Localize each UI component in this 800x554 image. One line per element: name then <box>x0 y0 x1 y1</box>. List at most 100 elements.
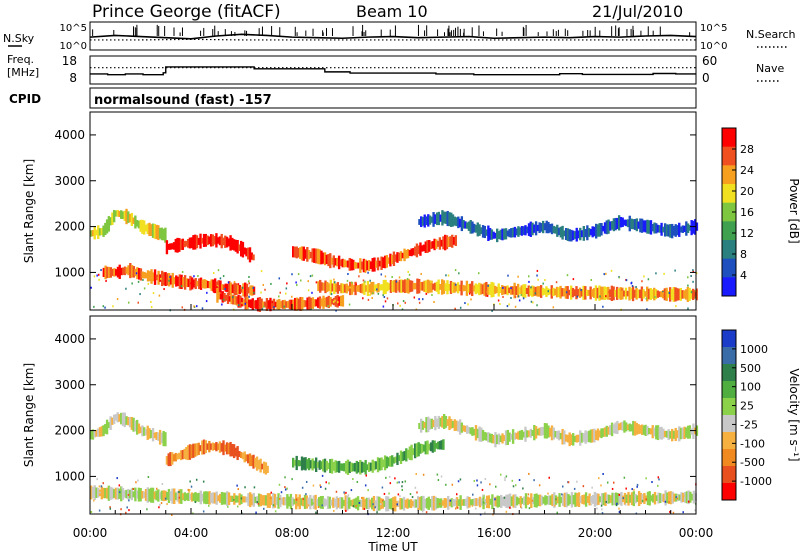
heatmap-cell <box>509 506 511 509</box>
heatmap-cell <box>436 441 440 450</box>
heatmap-cell <box>514 295 517 298</box>
colorbar-frame <box>721 329 737 501</box>
heatmap-cell <box>322 282 325 291</box>
heatmap-cell <box>601 512 604 515</box>
heatmap-cell <box>143 220 146 235</box>
heatmap-cell <box>468 292 471 295</box>
heatmap-cell <box>385 456 389 469</box>
heatmap-cell <box>95 429 98 437</box>
heatmap-cell <box>624 287 628 300</box>
x-tick-label: 20:00 <box>578 526 613 540</box>
heatmap-cell <box>351 281 353 284</box>
heatmap-cell <box>245 496 248 503</box>
heatmap-cell <box>219 493 222 503</box>
heatmap-cell <box>359 284 363 293</box>
noise-right-ytick-bottom: 10^0 <box>700 41 727 52</box>
heatmap-cell <box>321 504 323 507</box>
heatmap-cell <box>183 275 187 290</box>
heatmap-cell <box>363 507 366 510</box>
heatmap-cell <box>206 491 210 504</box>
heatmap-cell <box>417 278 421 294</box>
heatmap-cell <box>481 284 484 294</box>
heatmap-cell <box>414 486 417 489</box>
heatmap-cell <box>105 419 109 435</box>
heatmap-cell <box>252 254 255 261</box>
heatmap-cell <box>639 218 642 233</box>
heatmap-cell <box>176 276 180 286</box>
heatmap-cell <box>549 495 552 505</box>
heatmap-cell <box>237 283 240 286</box>
heatmap-cell <box>386 282 389 292</box>
heatmap-cell <box>445 274 447 277</box>
heatmap-cell <box>657 484 659 487</box>
heatmap-cell <box>252 286 254 289</box>
heatmap-cell <box>325 296 329 308</box>
heatmap-cell <box>455 420 458 431</box>
heatmap-cell <box>215 233 218 248</box>
heatmap-cell <box>640 286 644 302</box>
heatmap-cell <box>438 440 442 450</box>
heatmap-cell <box>284 486 286 489</box>
heatmap-cell <box>526 496 529 505</box>
velocity-colorbar-label: Velocity [m s⁻¹] <box>787 368 800 461</box>
heatmap-cell <box>528 497 531 504</box>
heatmap-cell <box>206 443 209 450</box>
heatmap-cell <box>334 258 337 266</box>
heatmap-cell <box>676 225 679 236</box>
heatmap-cell <box>504 476 506 479</box>
heatmap-cell <box>256 496 259 504</box>
heatmap-cell <box>355 497 358 509</box>
heatmap-cell <box>378 458 381 471</box>
heatmap-cell <box>682 492 685 503</box>
heatmap-cell <box>461 499 464 506</box>
heatmap-cell <box>413 296 416 299</box>
heatmap-cell <box>660 222 663 236</box>
heatmap-cell <box>107 216 111 232</box>
heatmap-cell <box>385 255 389 268</box>
heatmap-cell <box>363 499 367 508</box>
heatmap-cell <box>215 491 218 505</box>
heatmap-cell <box>543 288 546 295</box>
heatmap-cell <box>504 286 507 295</box>
heatmap-cell <box>586 431 589 443</box>
heatmap-cell <box>208 504 210 507</box>
heatmap-cell <box>601 286 605 300</box>
heatmap-cell <box>531 222 534 236</box>
heatmap-cell <box>334 460 337 473</box>
heatmap-cell <box>450 418 453 429</box>
heatmap-cell <box>552 427 555 440</box>
heatmap-cell <box>490 433 494 444</box>
heatmap-cell <box>575 286 578 300</box>
heatmap-cell <box>224 283 227 292</box>
heatmap-cell <box>106 266 109 279</box>
heatmap-cell <box>128 213 132 223</box>
heatmap-cell <box>532 286 536 297</box>
heatmap-cell <box>95 487 98 498</box>
heatmap-cell <box>199 277 203 290</box>
heatmap-cell <box>343 491 345 494</box>
heatmap-cell <box>488 433 492 443</box>
heatmap-cell <box>505 475 508 478</box>
heatmap-cell <box>670 288 674 300</box>
heatmap-cell <box>632 491 635 507</box>
heatmap-cell <box>320 282 324 291</box>
heatmap-cell <box>238 493 241 506</box>
heatmap-cell <box>476 428 479 439</box>
heatmap-cell <box>690 493 694 501</box>
heatmap-cell <box>672 286 675 302</box>
heatmap-cell <box>303 494 307 510</box>
heatmap-cell <box>135 490 139 499</box>
heatmap-cell <box>690 274 692 277</box>
heatmap-cell <box>490 229 494 240</box>
heatmap-cell <box>600 286 603 300</box>
heatmap-cell <box>336 461 339 473</box>
heatmap-cell <box>178 274 181 289</box>
heatmap-cell <box>465 280 469 296</box>
heatmap-cell <box>522 487 524 490</box>
heatmap-cell <box>436 240 440 247</box>
heatmap-cell <box>504 479 506 482</box>
heatmap-cell <box>610 221 614 230</box>
heatmap-cell <box>401 481 404 484</box>
heatmap-cell <box>222 275 225 278</box>
heatmap-cell <box>554 226 557 234</box>
